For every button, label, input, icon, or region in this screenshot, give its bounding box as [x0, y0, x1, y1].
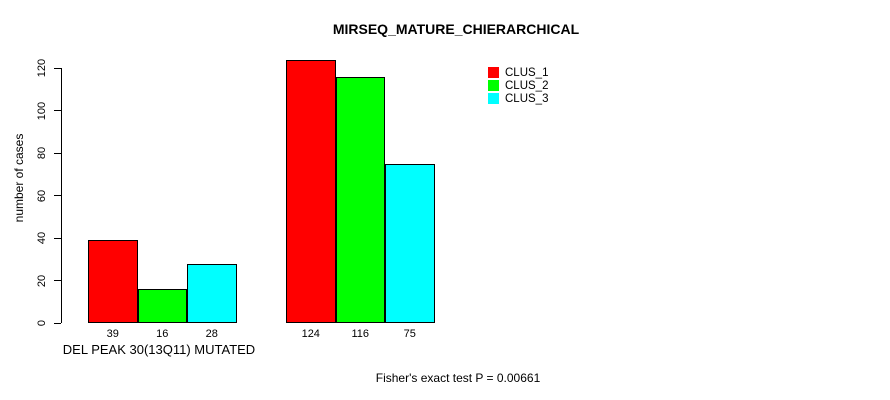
legend-label: CLUS_2: [505, 79, 549, 92]
legend-swatch-icon: [488, 67, 499, 78]
legend-row-clus_1: CLUS_1: [488, 66, 548, 79]
legend-label: CLUS_3: [505, 92, 549, 105]
legend: CLUS_1 CLUS_2 CLUS_3: [488, 66, 548, 105]
bar-clus_2-group2: [335, 76, 385, 323]
bar-value-label: 16: [156, 328, 169, 340]
bar-clus_2-group1: [137, 289, 187, 323]
y-axis-tick: [54, 152, 61, 154]
bar-clus_1-group2: [286, 59, 336, 323]
legend-row-clus_2: CLUS_2: [488, 79, 548, 92]
y-axis-label: number of cases: [12, 133, 26, 223]
bar-clus_3-group2: [385, 163, 435, 323]
bar-value-label: 124: [301, 328, 320, 340]
bar-value-label: 75: [403, 328, 416, 340]
chart-title: MIRSEQ_MATURE_CHIERARCHICAL: [332, 21, 580, 37]
y-axis-tick-label: 120: [36, 58, 48, 78]
bar-value-label: 39: [106, 328, 119, 340]
legend-swatch-icon: [488, 93, 499, 104]
y-axis-tick: [54, 195, 61, 196]
y-axis-tick: [54, 110, 61, 111]
y-axis-tick-label: 20: [36, 274, 48, 287]
y-axis-tick-label: 40: [36, 231, 48, 245]
footer-stat-text: Fisher's exact test P = 0.00661: [375, 371, 541, 385]
y-axis-tick: [54, 322, 61, 324]
y-axis-tick: [54, 280, 61, 281]
legend-swatch-icon: [488, 80, 499, 91]
legend-row-clus_3: CLUS_3: [488, 92, 548, 105]
y-axis-tick-label: 60: [36, 189, 48, 202]
legend-label: CLUS_1: [505, 66, 549, 79]
y-axis-tick: [54, 67, 61, 69]
y-axis-tick: [54, 237, 61, 239]
y-axis-tick-label: 80: [36, 146, 48, 160]
bar-clus_1-group1: [88, 240, 138, 323]
y-axis-tick-label: 100: [36, 101, 48, 120]
y-axis-line: [61, 68, 62, 323]
bar-value-label: 116: [351, 328, 370, 340]
bar-value-label: 28: [205, 328, 218, 340]
bar-clus_3-group1: [187, 263, 237, 323]
x-axis-group-label: DEL PEAK 30(13Q11) MUTATED: [62, 342, 256, 357]
y-axis-tick-label: 0: [36, 319, 48, 327]
